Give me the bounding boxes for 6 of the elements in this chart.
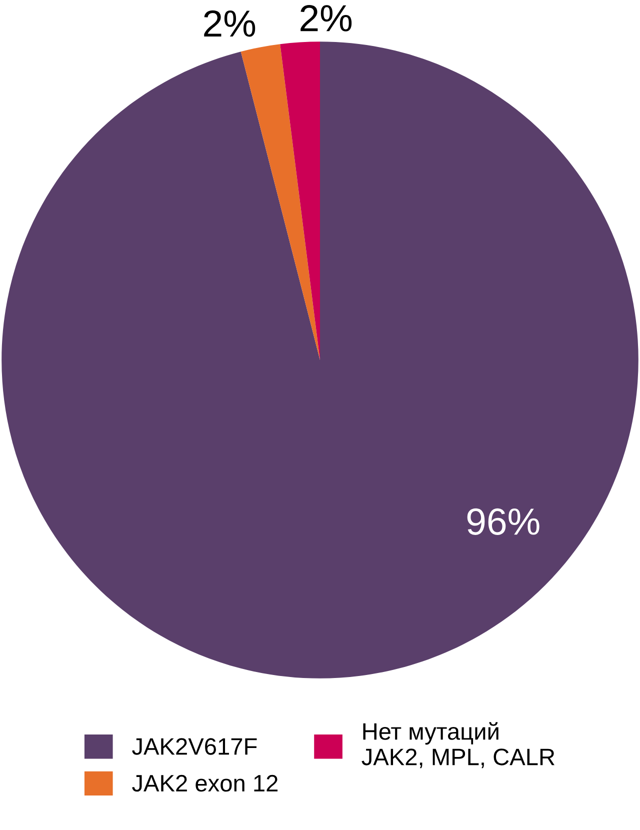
legend-label: Нет мутаций JAK2, MPL, CALR <box>362 722 554 768</box>
legend-label: JAK2 exon 12 <box>132 774 278 792</box>
legend-label: JAK2V617F <box>132 738 257 755</box>
data-label: 2% <box>204 10 256 37</box>
data-label: 96% <box>467 508 540 535</box>
data-label: 2% <box>300 4 352 32</box>
